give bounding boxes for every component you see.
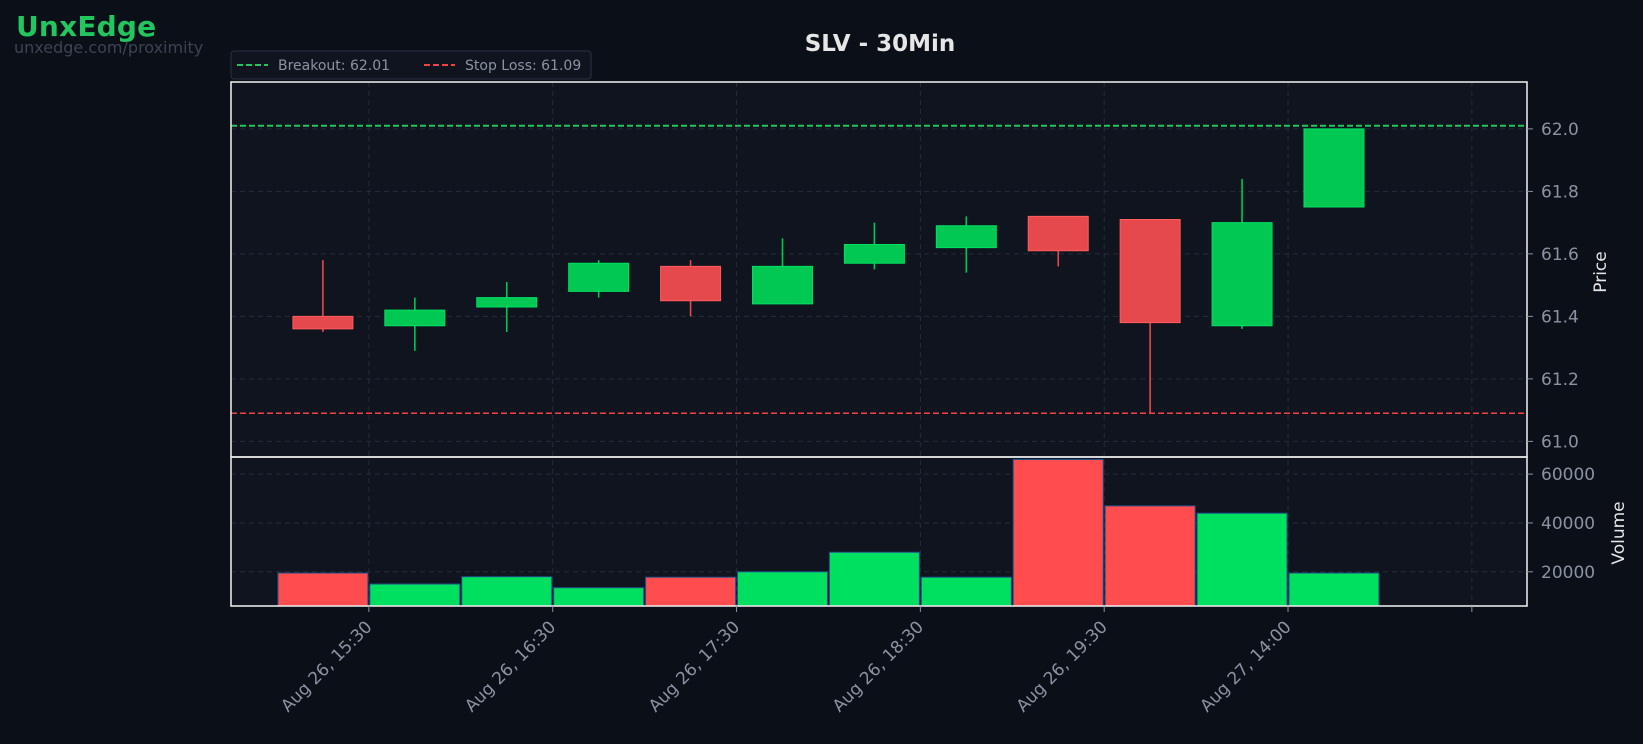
x-tick-label: Aug 27, 14:00 <box>1197 617 1296 716</box>
candle-bull <box>384 309 446 327</box>
x-tick-label: Aug 26, 16:30 <box>461 617 560 716</box>
volume-bar <box>461 576 553 607</box>
volume-tick-label: 20000 <box>1541 563 1595 583</box>
volume-axis-label: Volume <box>1609 501 1629 564</box>
level-lines <box>231 124 1527 415</box>
volume-axis-ticks: 20000 40000 60000 <box>1527 465 1595 583</box>
panel-frames <box>230 81 1528 607</box>
x-tick-label: Aug 26, 15:30 <box>277 617 376 716</box>
candle-bear <box>292 315 354 330</box>
brand-logo: UnxEdge <box>16 10 157 43</box>
price-axis-label: Price <box>1591 251 1611 292</box>
x-tick-label: Aug 26, 17:30 <box>645 617 744 716</box>
price-tick-label: 61.6 <box>1541 245 1579 265</box>
price-tick-label: 61.4 <box>1541 307 1579 327</box>
volume-bar <box>828 551 920 607</box>
legend-stoploss-label: Stop Loss: 61.09 <box>465 58 581 74</box>
x-tick-label: Aug 26, 18:30 <box>829 617 928 716</box>
chart-title: SLV - 30Min <box>805 31 956 57</box>
candle-bull <box>843 244 905 264</box>
candle-bull <box>751 265 813 305</box>
price-tick-label: 61.8 <box>1541 182 1579 202</box>
volume-bar <box>645 576 737 607</box>
volume-bar <box>1104 505 1196 607</box>
volume-bar <box>736 571 828 607</box>
candle-bull <box>568 262 630 292</box>
legend-breakout-label: Breakout: 62.01 <box>278 58 390 74</box>
candle-bear <box>1027 215 1089 252</box>
legend: Breakout: 62.01 Stop Loss: 61.09 <box>230 50 592 80</box>
price-tick-label: 62.0 <box>1541 120 1579 140</box>
x-axis-ticks: Aug 26, 15:30 Aug 26, 16:30 Aug 26, 17:30 A… <box>277 606 1473 716</box>
candle-bull <box>1211 222 1273 327</box>
volume-bar <box>553 587 645 607</box>
volume-bar <box>369 583 461 607</box>
candle-bull <box>476 297 538 308</box>
volume-tick-label: 40000 <box>1541 514 1595 534</box>
volume-bar <box>1288 572 1380 607</box>
volume-bars <box>277 458 1380 607</box>
x-tick-label: Aug 26, 19:30 <box>1013 617 1112 716</box>
candle-bear <box>1119 219 1181 324</box>
volume-bar <box>277 572 369 607</box>
volume-bar <box>1196 512 1288 607</box>
volume-bar <box>920 576 1012 607</box>
price-axis-ticks: 61.0 61.2 61.4 61.6 61.8 62.0 <box>1527 120 1579 452</box>
candles <box>292 128 1365 414</box>
price-tick-label: 61.2 <box>1541 370 1579 390</box>
candle-bull <box>935 225 997 249</box>
volume-bar <box>1012 458 1104 607</box>
price-tick-label: 61.0 <box>1541 432 1579 452</box>
candle-bear <box>660 265 722 302</box>
brand-url: unxedge.com/proximity <box>14 38 204 57</box>
candle-bull <box>1303 128 1365 208</box>
volume-tick-label: 60000 <box>1541 465 1595 485</box>
